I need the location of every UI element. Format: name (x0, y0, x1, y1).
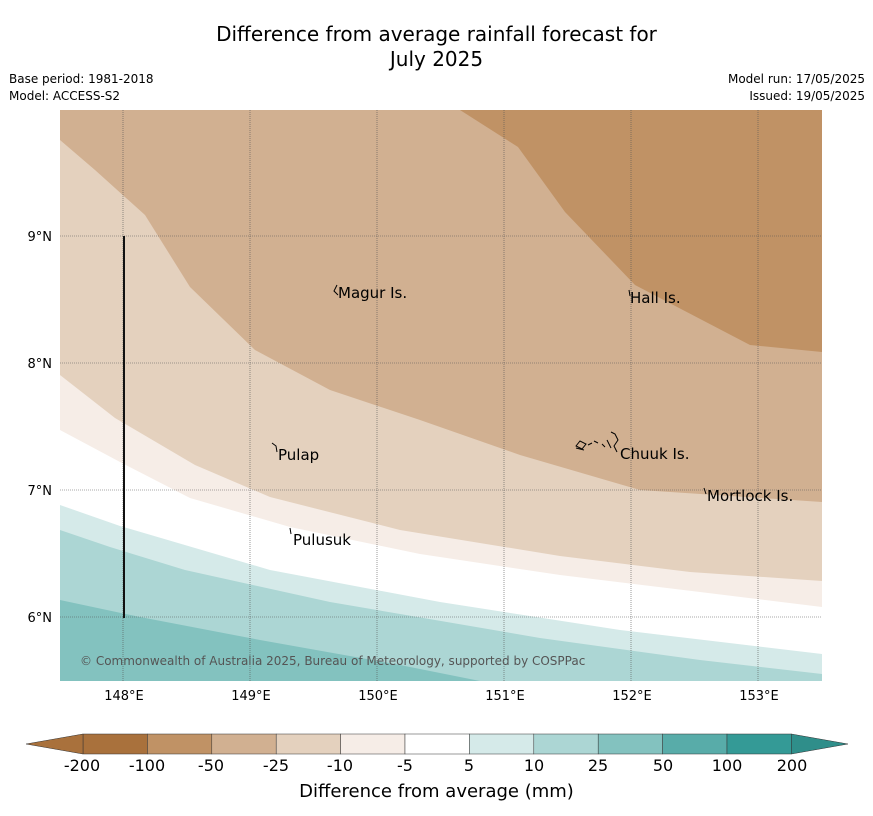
colorbar-swatch (404, 733, 470, 755)
cb-tick-label: 100 (711, 756, 743, 775)
band-25-to-50 (60, 600, 480, 681)
colorbar-swatch (82, 733, 148, 755)
place-pulap: Pulap (278, 446, 319, 464)
lon-label-153: 153°E (739, 689, 779, 704)
lon-label-148: 148°E (104, 689, 144, 704)
cb-tick-label: 10 (523, 756, 545, 775)
place-pulusuk: Pulusuk (293, 531, 351, 549)
issued-date: Issued: 19/05/2025 (749, 89, 865, 103)
place-chuuk: Chuuk Is. (620, 445, 689, 463)
title-line-2: July 2025 (389, 47, 484, 71)
lat-label-9: 9°N (28, 230, 53, 245)
island-magur (333, 284, 339, 296)
cb-tick-label: -5 (397, 756, 413, 775)
colorbar-swatch (662, 733, 728, 755)
model-name: Model: ACCESS-S2 (9, 89, 121, 103)
cb-tick-label: -25 (262, 756, 290, 775)
colorbar-over-arrow (791, 733, 849, 755)
lat-label-6: 6°N (28, 611, 53, 626)
colorbar-under-arrow (25, 733, 84, 755)
latitude-labels: 9°N 8°N 7°N 6°N (28, 230, 53, 626)
colorbar-title: Difference from average (mm) (299, 781, 574, 802)
colorbar-swatch (726, 733, 792, 755)
cb-tick-label: -10 (326, 756, 354, 775)
island-mortlock (703, 487, 707, 495)
cb-tick-label: 50 (652, 756, 674, 775)
map-title: Difference from average rainfall forecas… (0, 22, 873, 72)
place-mortlock: Mortlock Is. (707, 487, 793, 505)
island-hall (628, 289, 631, 297)
cb-tick-label: -100 (128, 756, 166, 775)
meta-left: Base period: 1981-2018 Model: ACCESS-S2 (9, 71, 154, 105)
colorbar-swatch (469, 733, 535, 755)
lon-label-149: 149°E (231, 689, 271, 704)
copyright-notice: © Commonwealth of Australia 2025, Bureau… (80, 654, 585, 668)
lat-label-8: 8°N (28, 357, 53, 372)
place-magur: Magur Is. (338, 284, 407, 302)
lon-label-151: 151°E (485, 689, 525, 704)
island-chuuk-west (575, 440, 587, 450)
lon-label-150: 150°E (358, 689, 398, 704)
colorbar (25, 733, 849, 755)
map-gridlines (60, 110, 822, 681)
cb-tick-label: 5 (463, 756, 475, 775)
cb-tick-label: -200 (63, 756, 101, 775)
model-run: Model run: 17/05/2025 (727, 72, 865, 86)
colorbar-swatch (211, 733, 277, 755)
lon-label-152: 152°E (612, 689, 652, 704)
longitude-labels: 148°E 149°E 150°E 151°E 152°E 153°E (104, 689, 779, 704)
base-period: Base period: 1981-2018 (9, 72, 154, 86)
place-hall: Hall Is. (630, 289, 681, 307)
coastline-islands (271, 284, 707, 535)
rainfall-bands (60, 110, 822, 681)
title-line-1: Difference from average rainfall forecas… (216, 22, 657, 46)
island-pulap (271, 442, 278, 453)
colorbar-swatch (340, 733, 406, 755)
colorbar-swatch (147, 733, 213, 755)
colorbar-swatch (597, 733, 663, 755)
lat-label-7: 7°N (28, 484, 53, 499)
band-minus100-to-minus50 (460, 110, 822, 352)
colorbar-swatch (533, 733, 599, 755)
colorbar-swatch (275, 733, 341, 755)
cb-tick-label: -50 (197, 756, 225, 775)
meta-right: Model run: 17/05/2025 Issued: 19/05/2025 (728, 71, 865, 105)
cb-tick-label: 200 (776, 756, 808, 775)
cb-tick-label: 25 (587, 756, 609, 775)
place-labels: Magur Is. Hall Is. Pulap Chuuk Is. Mortl… (278, 284, 793, 549)
island-pulusuk (289, 527, 292, 535)
